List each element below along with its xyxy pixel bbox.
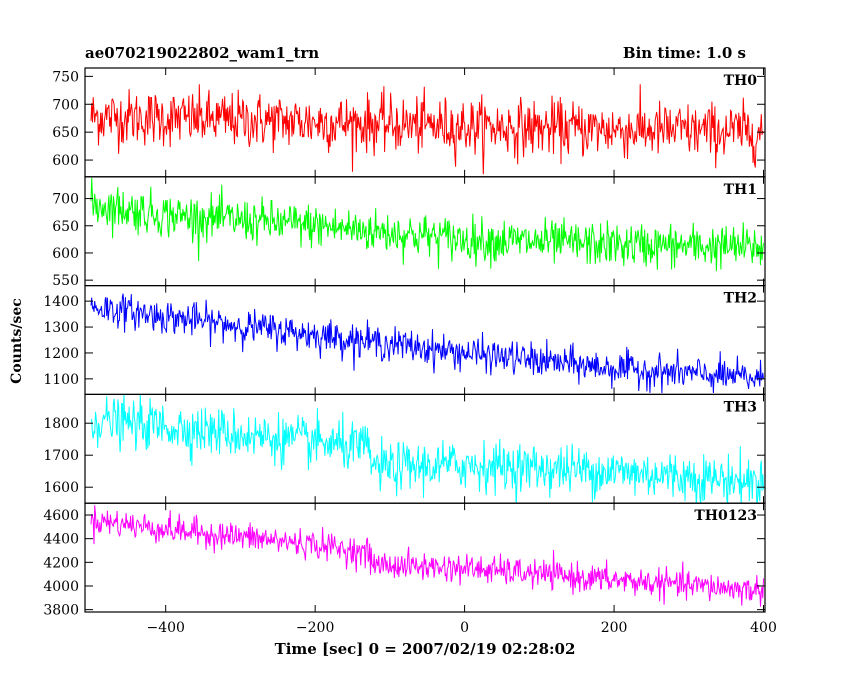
y-tick-label: 4000 xyxy=(43,579,79,595)
x-tick-label: 400 xyxy=(750,620,777,636)
y-tick-label: 1800 xyxy=(43,416,79,432)
y-axis-label: Counts/sec xyxy=(9,298,25,384)
panel-frame-th2 xyxy=(84,285,766,396)
x-tick-label: 200 xyxy=(601,620,628,636)
y-tick-label: 750 xyxy=(52,69,79,85)
x-tick-label: −400 xyxy=(146,620,184,636)
x-tick-label: −200 xyxy=(296,620,334,636)
panel-label-th0: TH0 xyxy=(724,73,758,89)
y-tick-label: 700 xyxy=(52,192,79,208)
y-tick-label: 1100 xyxy=(43,372,79,388)
panel-label-th2: TH2 xyxy=(724,291,757,307)
y-tick-label: 700 xyxy=(52,97,79,113)
y-tick-label: 650 xyxy=(52,125,79,141)
y-tick-label: 1300 xyxy=(43,320,79,336)
panel-frame-th0123 xyxy=(84,502,766,613)
y-tick-label: 600 xyxy=(52,153,79,169)
panel-label-th3: TH3 xyxy=(724,399,757,415)
y-tick-label: 1200 xyxy=(43,346,79,362)
series-line-th0 xyxy=(90,84,764,175)
bin-time-label: Bin time: 1.0 s xyxy=(622,44,746,62)
y-tick-label: 1600 xyxy=(43,480,79,496)
y-tick-label: 3800 xyxy=(43,603,79,619)
panel-label-th1: TH1 xyxy=(724,182,757,198)
y-tick-label: 550 xyxy=(52,273,79,289)
y-tick-label: 1700 xyxy=(43,448,79,464)
chart-title: ae070219022802_wam1_trn xyxy=(85,44,320,62)
y-tick-label: 4600 xyxy=(43,508,79,524)
y-tick-label: 4400 xyxy=(43,532,79,548)
x-axis-label: Time [sec] 0 = 2007/02/19 02:28:02 xyxy=(274,640,576,658)
series-line-th2 xyxy=(90,293,764,394)
y-tick-label: 650 xyxy=(52,219,79,235)
y-tick-label: 4200 xyxy=(43,555,79,571)
panel-label-th0123: TH0123 xyxy=(694,508,757,524)
y-tick-label: 1400 xyxy=(43,294,79,310)
series-line-th0123 xyxy=(90,505,764,607)
y-tick-label: 600 xyxy=(52,246,79,262)
x-tick-label: 0 xyxy=(460,620,469,636)
series-line-th1 xyxy=(90,177,764,272)
series-line-th3 xyxy=(90,394,764,504)
